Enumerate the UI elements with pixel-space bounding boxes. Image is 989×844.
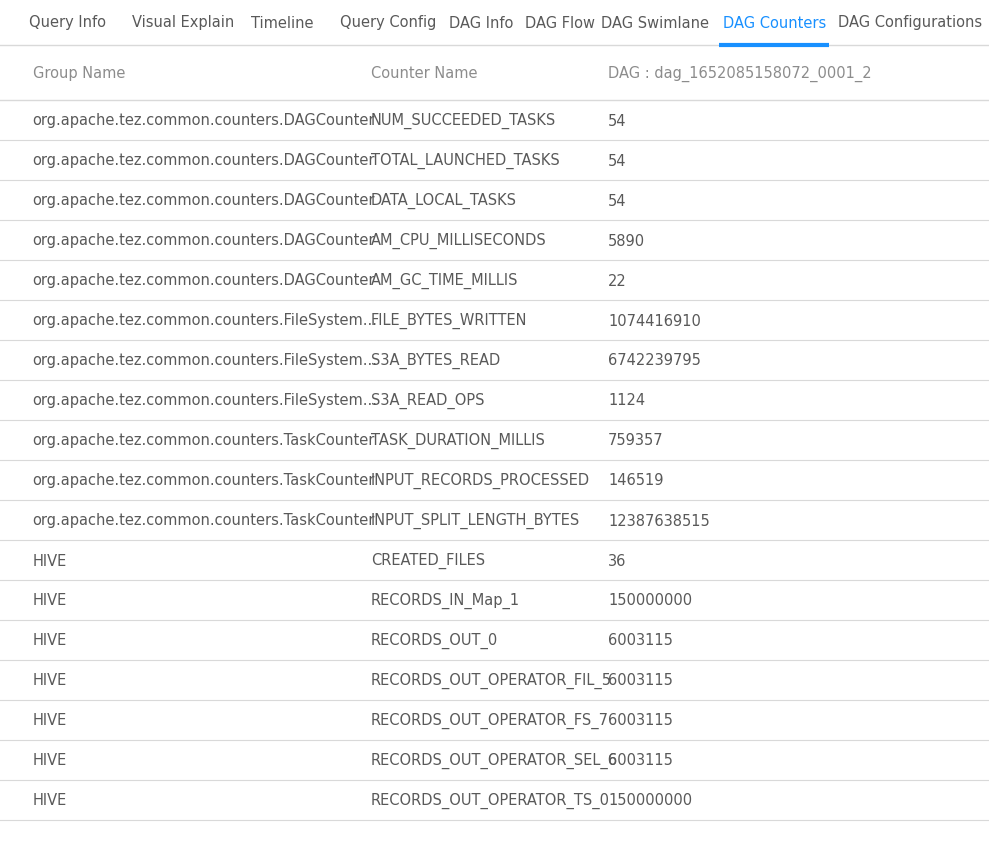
Text: RECORDS_OUT_OPERATOR_FS_7: RECORDS_OUT_OPERATOR_FS_7 — [371, 712, 609, 728]
Text: HIVE: HIVE — [33, 553, 67, 568]
Text: 6003115: 6003115 — [608, 633, 674, 647]
Text: Counter Name: Counter Name — [371, 66, 478, 81]
Text: 6003115: 6003115 — [608, 712, 674, 728]
Text: 36: 36 — [608, 553, 627, 568]
Text: org.apache.tez.common.counters.FileSystem...: org.apache.tez.common.counters.FileSyste… — [33, 353, 378, 368]
Text: TASK_DURATION_MILLIS: TASK_DURATION_MILLIS — [371, 432, 545, 448]
Text: 150000000: 150000000 — [608, 793, 692, 808]
Text: 22: 22 — [608, 273, 627, 288]
Text: org.apache.tez.common.counters.FileSystem...: org.apache.tez.common.counters.FileSyste… — [33, 393, 378, 408]
Text: org.apache.tez.common.counters.DAGCounter: org.apache.tez.common.counters.DAGCounte… — [33, 154, 375, 168]
Text: HIVE: HIVE — [33, 633, 67, 647]
Text: RECORDS_OUT_OPERATOR_FIL_5: RECORDS_OUT_OPERATOR_FIL_5 — [371, 672, 612, 689]
Text: 1124: 1124 — [608, 393, 646, 408]
Text: INPUT_RECORDS_PROCESSED: INPUT_RECORDS_PROCESSED — [371, 473, 590, 489]
Text: 12387638515: 12387638515 — [608, 513, 710, 528]
Text: org.apache.tez.common.counters.TaskCounter: org.apache.tez.common.counters.TaskCount… — [33, 513, 375, 528]
Text: DAG Counters: DAG Counters — [723, 15, 826, 30]
Text: CREATED_FILES: CREATED_FILES — [371, 552, 485, 568]
Text: Group Name: Group Name — [33, 66, 125, 81]
Text: S3A_BYTES_READ: S3A_BYTES_READ — [371, 353, 500, 369]
Text: org.apache.tez.common.counters.DAGCounter: org.apache.tez.common.counters.DAGCounte… — [33, 233, 375, 248]
Text: 6742239795: 6742239795 — [608, 353, 701, 368]
Text: TOTAL_LAUNCHED_TASKS: TOTAL_LAUNCHED_TASKS — [371, 153, 560, 169]
Text: NUM_SUCCEEDED_TASKS: NUM_SUCCEEDED_TASKS — [371, 113, 556, 129]
Text: DAG Configurations: DAG Configurations — [838, 15, 982, 30]
Text: HIVE: HIVE — [33, 793, 67, 808]
Text: HIVE: HIVE — [33, 673, 67, 688]
Text: 759357: 759357 — [608, 433, 664, 448]
Text: Query Config: Query Config — [340, 15, 437, 30]
Text: org.apache.tez.common.counters.DAGCounter: org.apache.tez.common.counters.DAGCounte… — [33, 273, 375, 288]
Text: DAG Swimlane: DAG Swimlane — [600, 15, 709, 30]
Text: 1074416910: 1074416910 — [608, 313, 701, 328]
Text: 5890: 5890 — [608, 233, 646, 248]
Text: RECORDS_OUT_OPERATOR_TS_0: RECORDS_OUT_OPERATOR_TS_0 — [371, 792, 610, 809]
Text: org.apache.tez.common.counters.DAGCounter: org.apache.tez.common.counters.DAGCounte… — [33, 193, 375, 208]
Text: 54: 54 — [608, 113, 627, 128]
Text: org.apache.tez.common.counters.FileSystem...: org.apache.tez.common.counters.FileSyste… — [33, 313, 378, 328]
Text: S3A_READ_OPS: S3A_READ_OPS — [371, 392, 485, 408]
Text: DAG Info: DAG Info — [449, 15, 514, 30]
Text: RECORDS_OUT_0: RECORDS_OUT_0 — [371, 632, 498, 648]
Text: RECORDS_IN_Map_1: RECORDS_IN_Map_1 — [371, 592, 520, 609]
Text: RECORDS_OUT_OPERATOR_SEL_6: RECORDS_OUT_OPERATOR_SEL_6 — [371, 752, 618, 768]
Text: 6003115: 6003115 — [608, 753, 674, 767]
Text: 146519: 146519 — [608, 473, 664, 488]
Text: Visual Explain: Visual Explain — [132, 15, 234, 30]
Text: AM_CPU_MILLISECONDS: AM_CPU_MILLISECONDS — [371, 233, 547, 249]
Text: Timeline: Timeline — [250, 15, 314, 30]
Text: org.apache.tez.common.counters.TaskCounter: org.apache.tez.common.counters.TaskCount… — [33, 473, 375, 488]
Text: 54: 54 — [608, 154, 627, 168]
Text: HIVE: HIVE — [33, 753, 67, 767]
Text: FILE_BYTES_WRITTEN: FILE_BYTES_WRITTEN — [371, 312, 527, 328]
Text: 150000000: 150000000 — [608, 592, 692, 608]
Text: HIVE: HIVE — [33, 592, 67, 608]
Text: org.apache.tez.common.counters.DAGCounter: org.apache.tez.common.counters.DAGCounte… — [33, 113, 375, 128]
Text: DATA_LOCAL_TASKS: DATA_LOCAL_TASKS — [371, 192, 517, 208]
Text: AM_GC_TIME_MILLIS: AM_GC_TIME_MILLIS — [371, 273, 518, 289]
Text: Query Info: Query Info — [29, 15, 106, 30]
Text: INPUT_SPLIT_LENGTH_BYTES: INPUT_SPLIT_LENGTH_BYTES — [371, 512, 581, 528]
Text: org.apache.tez.common.counters.TaskCounter: org.apache.tez.common.counters.TaskCount… — [33, 433, 375, 448]
Text: 6003115: 6003115 — [608, 673, 674, 688]
Text: HIVE: HIVE — [33, 712, 67, 728]
Text: 54: 54 — [608, 193, 627, 208]
Text: DAG : dag_1652085158072_0001_2: DAG : dag_1652085158072_0001_2 — [608, 65, 872, 82]
Text: DAG Flow: DAG Flow — [525, 15, 594, 30]
